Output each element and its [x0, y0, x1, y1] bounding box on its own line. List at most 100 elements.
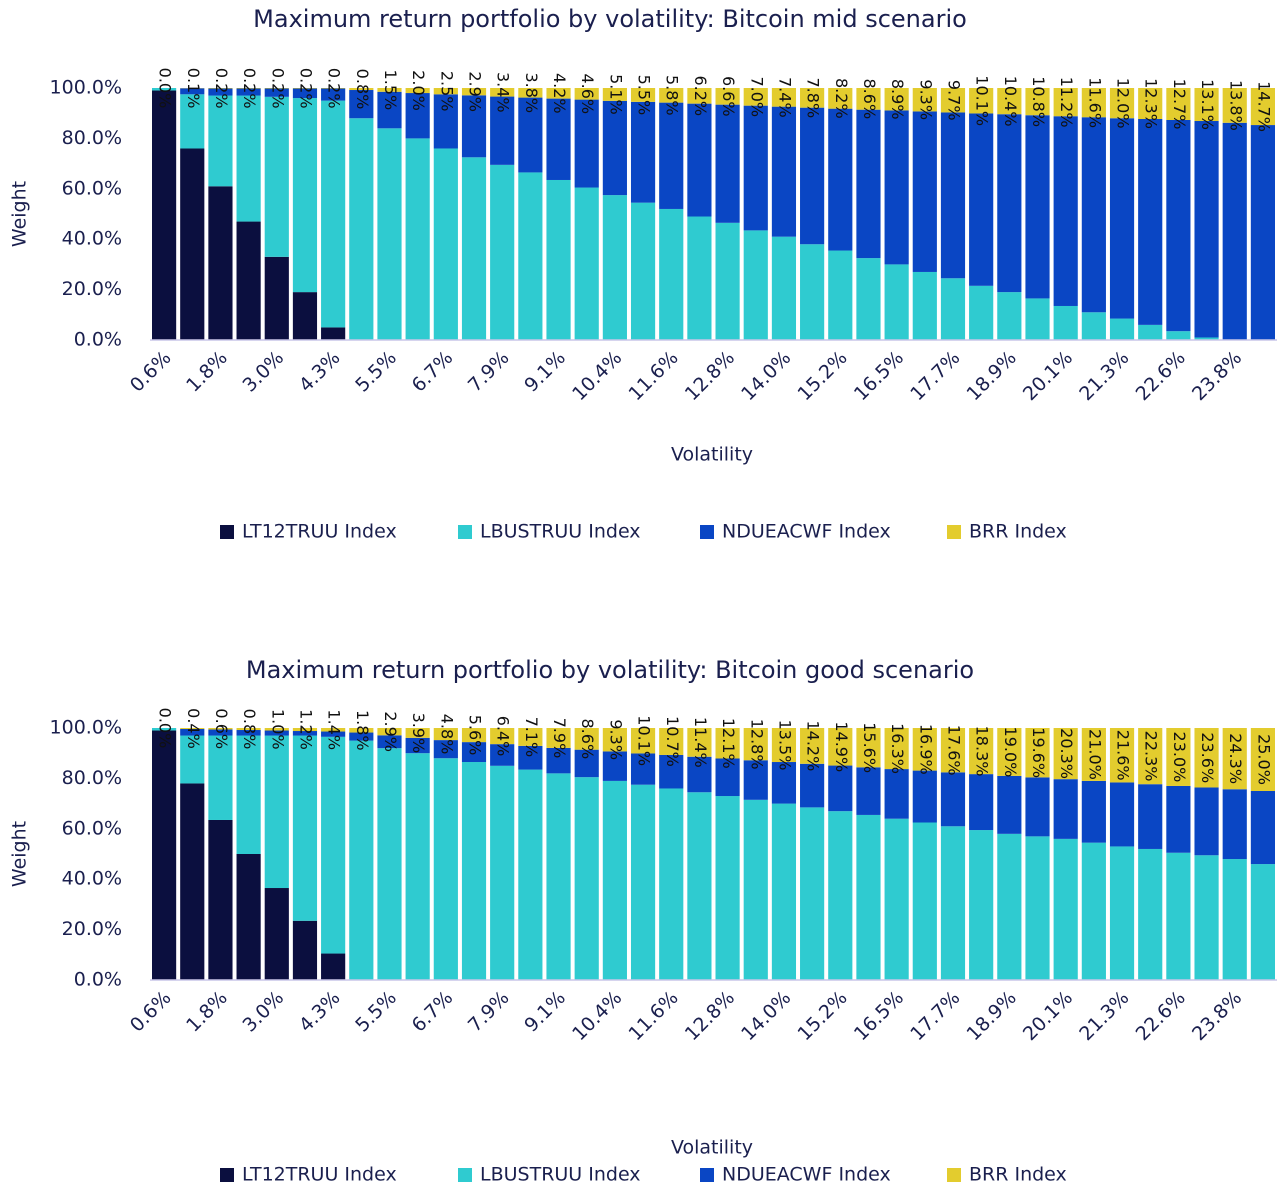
bar-segment	[1138, 118, 1163, 325]
bar-segment	[264, 735, 289, 889]
bar-segment	[997, 114, 1022, 293]
bar-segment	[180, 94, 205, 149]
bar-segment	[1109, 318, 1135, 340]
bar-segment	[292, 98, 318, 293]
bar-segment	[602, 195, 627, 340]
bar-segment	[602, 100, 627, 196]
y-axis-label: Weight	[9, 821, 31, 887]
data-label: 9.7%	[944, 80, 963, 121]
bar-segment	[292, 728, 318, 732]
data-label: 21.0%	[1085, 729, 1104, 780]
data-label: 10.8%	[1029, 76, 1048, 127]
legend-label: LT12TRUU Index	[242, 1164, 397, 1186]
legend-label: NDUEACWF Index	[722, 521, 891, 543]
y-tick-label: 100.0%	[50, 717, 122, 739]
x-tick-label: 16.5%	[850, 347, 908, 405]
bar-segment	[800, 88, 825, 108]
bar-segment	[771, 762, 797, 804]
bar-segment	[208, 88, 233, 96]
bar-segment	[236, 735, 261, 854]
bar-segment	[546, 98, 571, 180]
data-label: 0.2%	[240, 68, 259, 109]
bar-segment	[1222, 859, 1247, 980]
bar-segment	[856, 767, 881, 815]
bar-segment	[349, 740, 374, 980]
bar-segment	[940, 278, 966, 340]
bar-segment	[292, 88, 318, 99]
bar-segment	[405, 138, 430, 340]
data-label: 7.0%	[747, 76, 766, 117]
bar-segment	[574, 187, 599, 340]
bar-segment	[912, 822, 937, 980]
bar-segment	[518, 769, 543, 980]
bar-segment	[377, 748, 402, 980]
data-label: 0.2%	[212, 68, 231, 109]
data-label: 21.6%	[1114, 730, 1133, 781]
data-label: 4.6%	[578, 73, 597, 114]
bar-segment	[715, 728, 740, 759]
data-label: 0.2%	[296, 68, 315, 109]
bar-segment	[1109, 118, 1135, 319]
x-axis-label: Volatility	[671, 444, 753, 466]
bar-segment	[687, 756, 712, 793]
bar-segment	[264, 96, 289, 257]
bar-segment	[1109, 728, 1135, 783]
legend-label: LT12TRUU Index	[242, 521, 397, 543]
bar-segment	[264, 88, 289, 89]
bar-segment	[1053, 116, 1078, 306]
data-label: 0.0%	[156, 708, 175, 749]
data-label: 17.6%	[944, 725, 963, 776]
bar-segment	[490, 765, 515, 980]
data-label: 20.3%	[1057, 728, 1076, 779]
data-label: 19.0%	[1001, 727, 1020, 778]
bar-segment	[687, 792, 712, 980]
bar-segment	[1025, 88, 1050, 116]
bar-segment	[461, 95, 487, 158]
bar-segment	[292, 735, 318, 921]
x-tick-label: 0.6%	[126, 987, 176, 1037]
bar-segment	[180, 88, 205, 95]
data-label: 3.4%	[494, 72, 513, 113]
bar-segment	[1250, 791, 1275, 865]
bar-segment	[1081, 842, 1106, 980]
bar-segment	[940, 728, 966, 773]
x-tick-label: 17.7%	[906, 347, 964, 405]
bar-segment	[743, 105, 768, 231]
bar-segment	[630, 728, 656, 754]
bar-segment	[1053, 838, 1078, 980]
data-label: 12.7%	[1170, 79, 1189, 130]
bar-segment	[1053, 728, 1078, 780]
bar-segment	[884, 728, 909, 770]
bar-segment	[1081, 88, 1106, 118]
bar-segment	[940, 112, 966, 279]
x-tick-label: 15.2%	[793, 987, 851, 1045]
bar-segment	[236, 88, 261, 89]
bar-segment	[208, 186, 233, 340]
y-tick-label: 80.0%	[62, 767, 122, 789]
bar-segment	[208, 95, 233, 187]
data-label: 7.8%	[804, 77, 823, 118]
bar-segment	[602, 728, 627, 752]
bar-segment	[321, 88, 346, 101]
bar-segment	[321, 100, 346, 328]
bar-segment	[236, 221, 261, 340]
bar-segment	[236, 88, 261, 96]
bar-segment	[630, 784, 656, 980]
data-label: 8.2%	[832, 78, 851, 119]
bar-segment	[659, 754, 684, 789]
y-tick-label: 60.0%	[62, 177, 122, 199]
data-label: 12.8%	[747, 719, 766, 770]
bar-segment	[912, 88, 937, 112]
bar-segment	[856, 814, 881, 980]
x-tick-label: 20.1%	[1019, 987, 1077, 1045]
data-label: 0.2%	[325, 68, 344, 109]
x-tick-label: 12.8%	[681, 987, 739, 1045]
data-label: 10.1%	[973, 75, 992, 126]
data-label: 10.7%	[663, 716, 682, 767]
bar-segment	[1222, 88, 1247, 123]
bar-segment	[800, 728, 825, 764]
bar-segment	[264, 256, 289, 340]
x-tick-label: 3.0%	[239, 347, 289, 397]
bar-segment	[180, 148, 205, 340]
x-tick-label: 1.8%	[182, 347, 232, 397]
